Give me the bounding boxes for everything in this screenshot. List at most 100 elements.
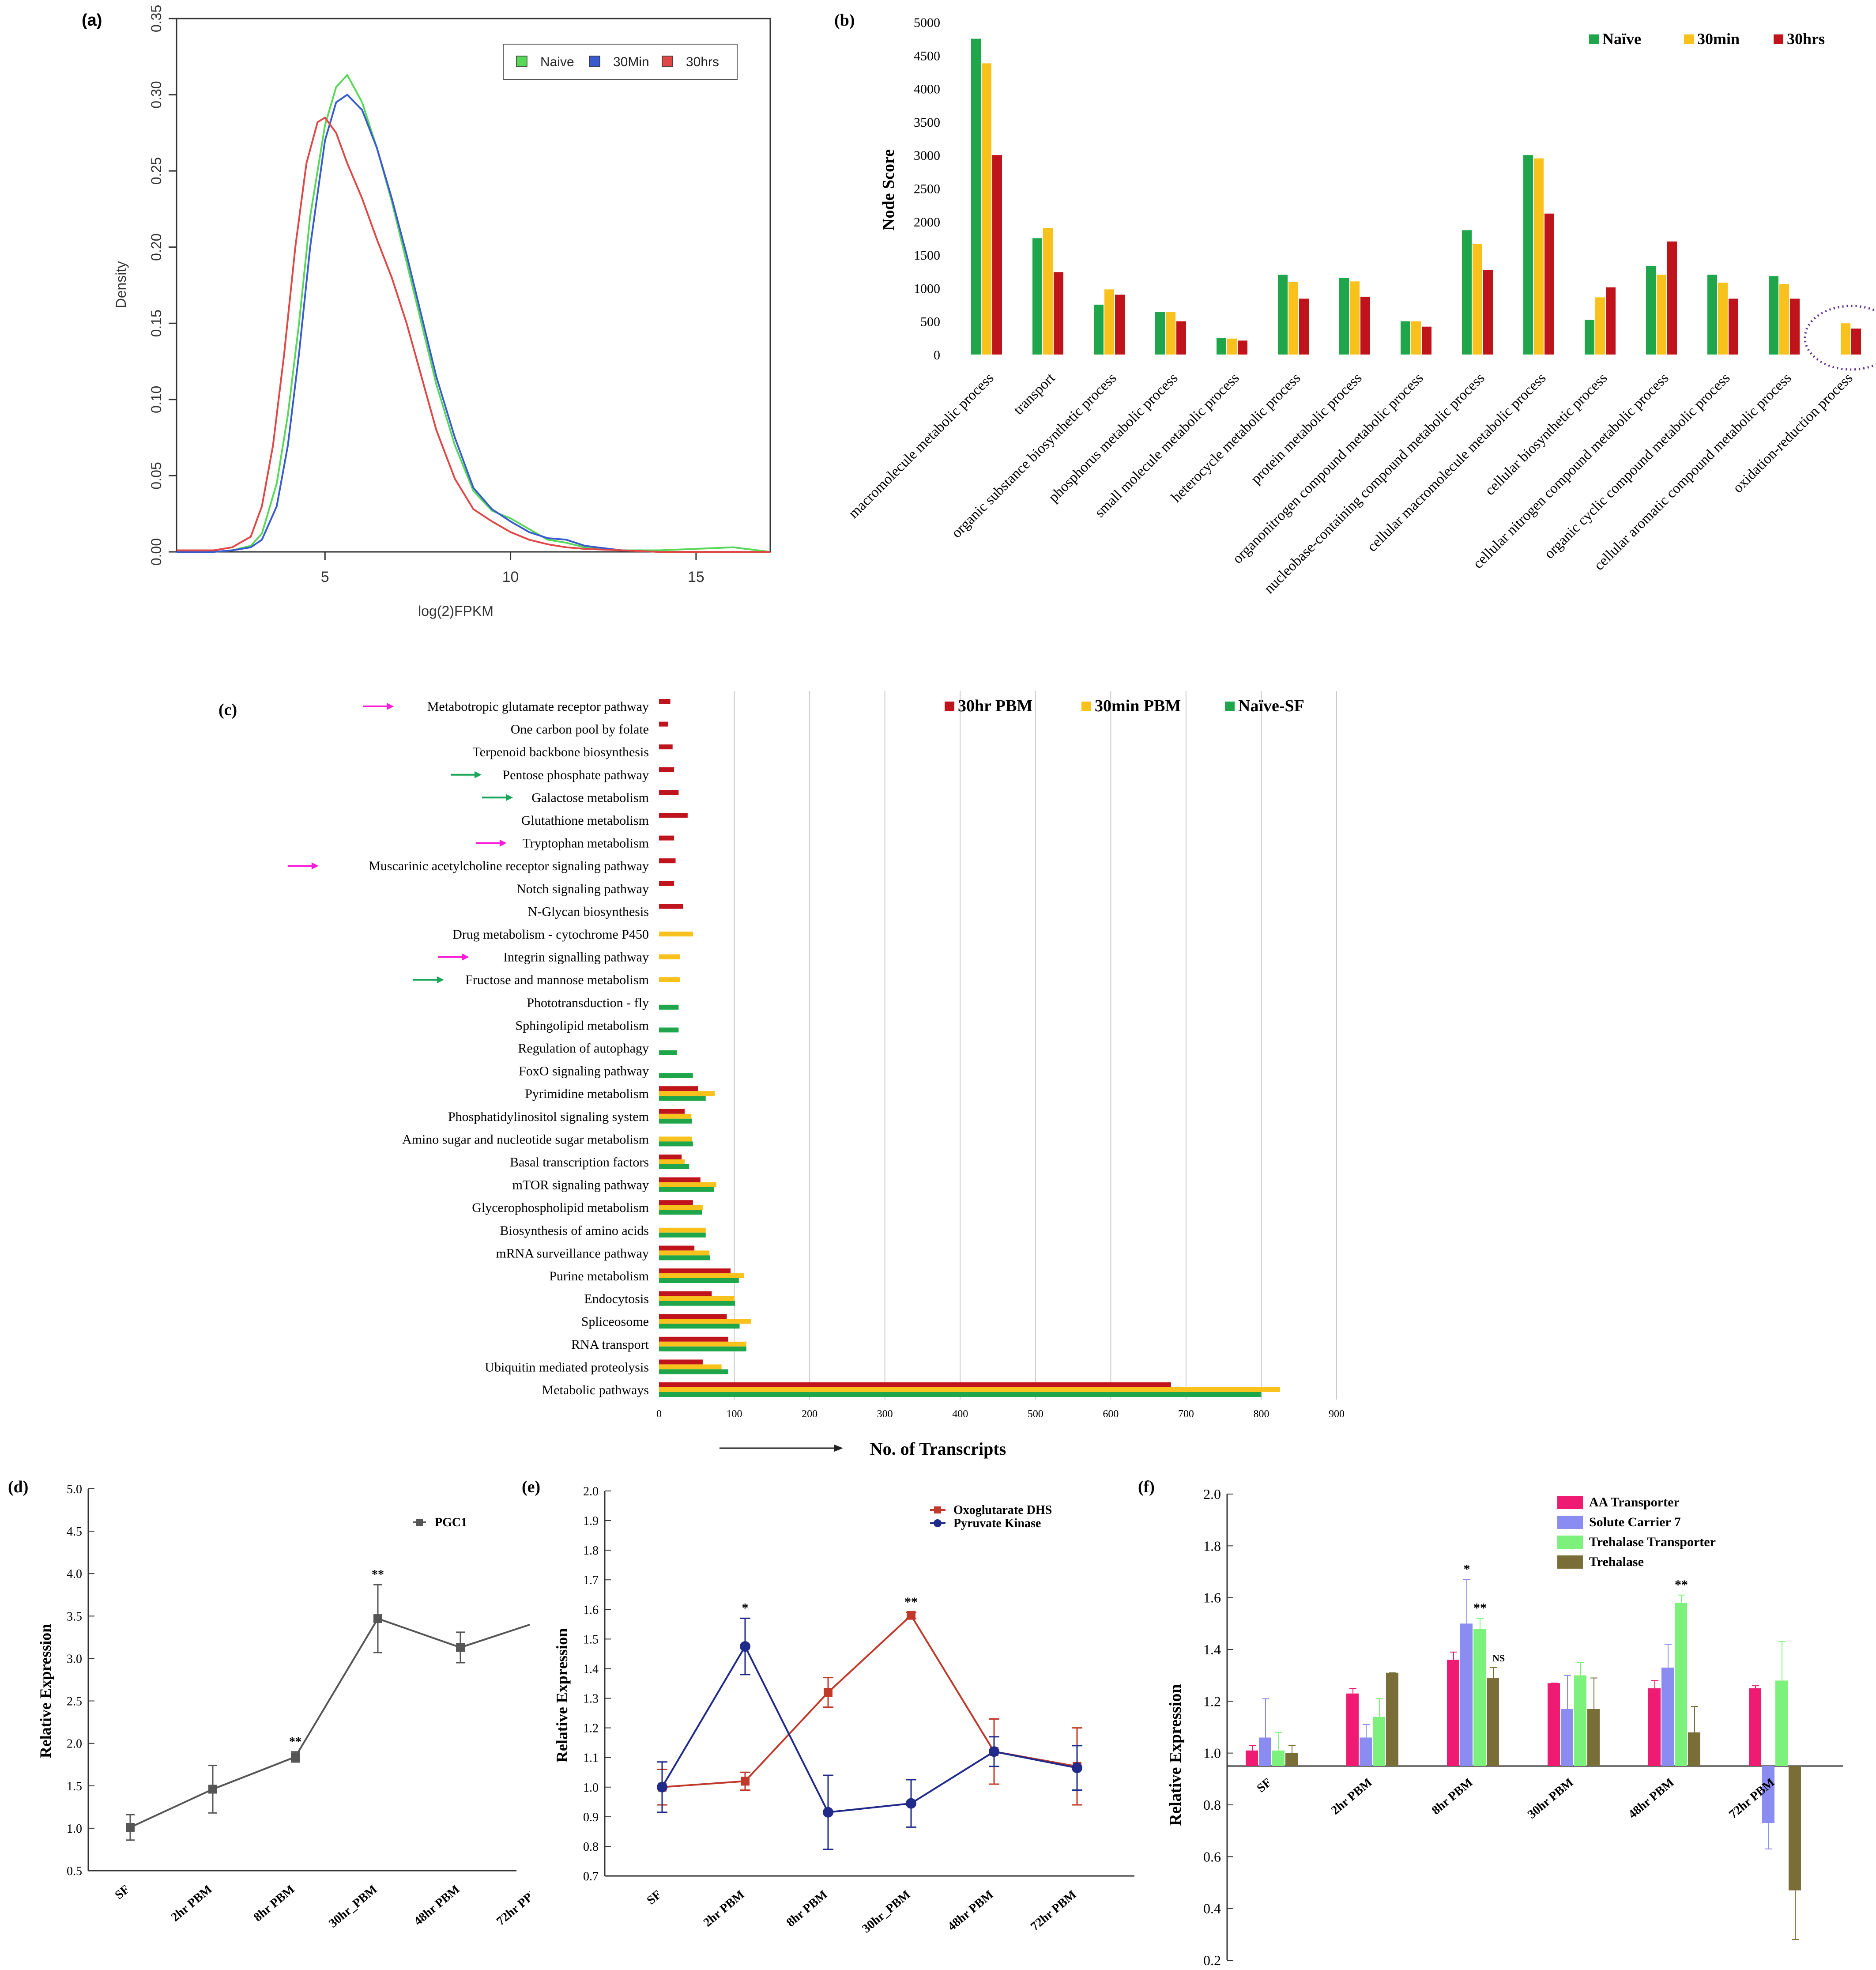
pathway-label: Fructose and mannose metabolism <box>465 973 649 987</box>
x-tick-label: 8hr PBM <box>784 1888 830 1930</box>
bar-30hrs-organic-substance-biosynthetic-process <box>1115 294 1125 355</box>
legend-swatch-30min-pbm <box>1081 702 1091 711</box>
transporter-expression-chart: (f) 0.2 0.4 0.6 0.8 1.0 1.2 1.4 1.6 1.8 2.0 Relativ… <box>1138 1478 1843 1968</box>
bar-30hrs-cellular-macromolecule-metabolic-process <box>1544 213 1554 355</box>
legend-label-pgc1: PGC1 <box>435 1516 467 1529</box>
y-tick-label: 4000 <box>914 82 940 97</box>
x-tick-label: 300 <box>877 1408 893 1420</box>
y-tick-label: 5.0 <box>67 1483 82 1496</box>
significance-mark: NS <box>1492 1653 1505 1664</box>
bar-30hrs-phosphorus-metabolic-process <box>1176 321 1186 355</box>
node-score-chart: (b) 0 500 1000 1500 2000 2500 3000 3500 4000 4500 5… <box>834 11 1876 597</box>
y-tick-label: 3000 <box>914 148 940 163</box>
y-tick-label: 1.8 <box>1203 1538 1221 1554</box>
marker-pyruvate-kinase <box>1072 1762 1082 1774</box>
bar-30hr-pbm-n-glycan-biosynthesis <box>659 904 683 909</box>
x-tick-label: 400 <box>952 1408 968 1420</box>
bar-30min-heterocycle-metabolic-process <box>1288 282 1298 355</box>
y-tick-label: 1.8 <box>583 1544 599 1558</box>
bar-aa-transporter-48hr-pbm <box>1648 1688 1661 1766</box>
bar-30min-cellular-biosynthetic-process <box>1595 297 1605 355</box>
bar-30hrs-transport <box>1054 272 1063 355</box>
pgc1-marker <box>291 1752 300 1762</box>
bar-na-ve-small-molecule-metabolic-process <box>1217 338 1226 355</box>
bar-na-ve-sf-endocytosis <box>659 1301 735 1306</box>
bar-trehalase-transporter-30hr-pbm <box>1574 1675 1586 1766</box>
legend-swatch-na-ve-sf <box>1225 702 1235 711</box>
bar-trehalase-transporter-sf <box>1272 1750 1285 1766</box>
x-tick-label: 700 <box>1178 1408 1194 1420</box>
bar-na-ve-cellular-biosynthetic-process <box>1585 320 1594 355</box>
y-tick-label: 0.20 <box>148 234 164 261</box>
y-tick-label: 0.5 <box>67 1864 82 1878</box>
pathway-label: Metabolic pathways <box>542 1383 649 1397</box>
pathway-label: Metabotropic glutamate receptor pathway <box>427 699 649 714</box>
legend-swatch-naive <box>516 56 527 67</box>
bar-na-ve-organic-cyclic-compound-metabolic-process <box>1707 275 1717 355</box>
pathway-arrow-magenta-head <box>462 953 469 961</box>
pathway-label: Galactose metabolism <box>531 790 649 805</box>
legend-label-pyruvate-kinase: Pyruvate Kinase <box>953 1517 1041 1530</box>
y-tick-label: 0.15 <box>148 309 164 337</box>
y-tick-label: 1500 <box>914 248 940 263</box>
bar-30hr-pbm-phosphatidylinositol-signaling-system <box>659 1109 685 1114</box>
pathway-label: Regulation of autophagy <box>518 1041 649 1056</box>
x-axis-title: No. of Transcripts <box>870 1439 1006 1459</box>
y-tick-label: 3500 <box>914 115 940 130</box>
bar-na-ve-sf-glycerophospholipid-metabolism <box>659 1210 702 1215</box>
bar-na-ve-sf-mtor-signaling-pathway <box>659 1187 714 1192</box>
x-tick-label: 15 <box>688 569 704 585</box>
bar-30min-phosphorus-metabolic-process <box>1166 312 1175 355</box>
bar-30hr-pbm-notch-signaling-pathway <box>659 881 674 886</box>
legend-label-na-ve-sf: Naïve-SF <box>1238 697 1304 715</box>
bar-30hr-pbm-glycerophospholipid-metabolism <box>659 1200 693 1205</box>
y-tick-label: 2500 <box>914 182 940 196</box>
pathway-label: Endocytosis <box>584 1292 649 1306</box>
bar-30hr-pbm-pyrimidine-metabolism <box>659 1086 698 1091</box>
y-tick-label: 4.0 <box>67 1567 82 1581</box>
legend-swatch-solute-carrier-7 <box>1557 1516 1583 1529</box>
legend-swatch-30hrs <box>1774 34 1783 44</box>
legend-label-oxoglutarate-dhs: Oxoglutarate DHS <box>953 1503 1052 1517</box>
panel-label-b: (b) <box>834 11 855 30</box>
category-label: protein metabolic process <box>1248 370 1365 487</box>
y-tick-label: 1.9 <box>583 1514 599 1528</box>
pathway-arrow-magenta-head <box>499 839 507 847</box>
y-axis-title: Node Score <box>879 149 898 230</box>
x-tick-label: 30hr PBM <box>1525 1776 1576 1822</box>
bar-trehalase-transporter-2hr-pbm <box>1373 1717 1385 1766</box>
panel-label-f: (f) <box>1138 1478 1155 1496</box>
bar-30min-pbm-integrin-signalling-pathway <box>659 954 680 959</box>
x-tick-label: 100 <box>727 1408 742 1420</box>
y-axis-title: Relative Expression <box>553 1628 571 1762</box>
bar-30hrs-heterocycle-metabolic-process <box>1299 298 1309 355</box>
bar-30hr-pbm-basal-transcription-factors <box>659 1155 682 1159</box>
bar-na-ve-cellular-nitrogen-compound-metabolic-process <box>1646 266 1656 355</box>
marker-pyruvate-kinase <box>906 1798 916 1809</box>
bar-na-ve-sf-phosphatidylinositol-signaling-system <box>659 1118 693 1124</box>
pathway-label: Phosphatidylinositol signaling system <box>448 1110 649 1124</box>
pathway-transcripts-chart: (c) 0 100 200 300 400 500 600 700 800 900 No. of Tr… <box>218 691 1345 1459</box>
legend-swatch-30min <box>589 56 600 67</box>
pathway-label: Phototransduction - fly <box>527 996 649 1010</box>
bar-30min-pbm-pyrimidine-metabolism <box>659 1091 715 1096</box>
bar-30hrs-protein-metabolic-process <box>1360 296 1370 355</box>
bar-30min-pbm-biosynthesis-of-amino-acids <box>659 1227 706 1233</box>
bar-trehalase-transporter-8hr-pbm <box>1473 1629 1486 1766</box>
x-tick-label: 5 <box>321 569 329 585</box>
y-tick-label: 1.1 <box>583 1751 599 1765</box>
marker-pyruvate-kinase <box>989 1746 999 1757</box>
y-tick-label: 1.0 <box>67 1822 82 1836</box>
bar-na-ve-organic-substance-biosynthetic-process <box>1094 305 1104 355</box>
pgc1-marker <box>373 1614 382 1623</box>
y-axis-title: Relative Expression <box>37 1624 54 1758</box>
bar-30min-nucleobase-containing-compound-metabolic-process <box>1473 244 1482 355</box>
y-tick-label: 1.2 <box>583 1722 599 1736</box>
x-tick-label: 30hr_PBM <box>859 1888 913 1936</box>
bar-30min-pbm-mtor-signaling-pathway <box>659 1182 716 1187</box>
y-tick-label: 1.4 <box>1203 1642 1221 1657</box>
marker-oxoglutarate-dhs <box>907 1611 915 1620</box>
bar-30min-pbm-drug-metabolism-cytochrome-p450 <box>659 932 693 936</box>
bar-30hr-pbm-metabolic-pathways <box>659 1382 1171 1387</box>
bar-na-ve-sf-mrna-surveillance-pathway <box>659 1255 710 1260</box>
